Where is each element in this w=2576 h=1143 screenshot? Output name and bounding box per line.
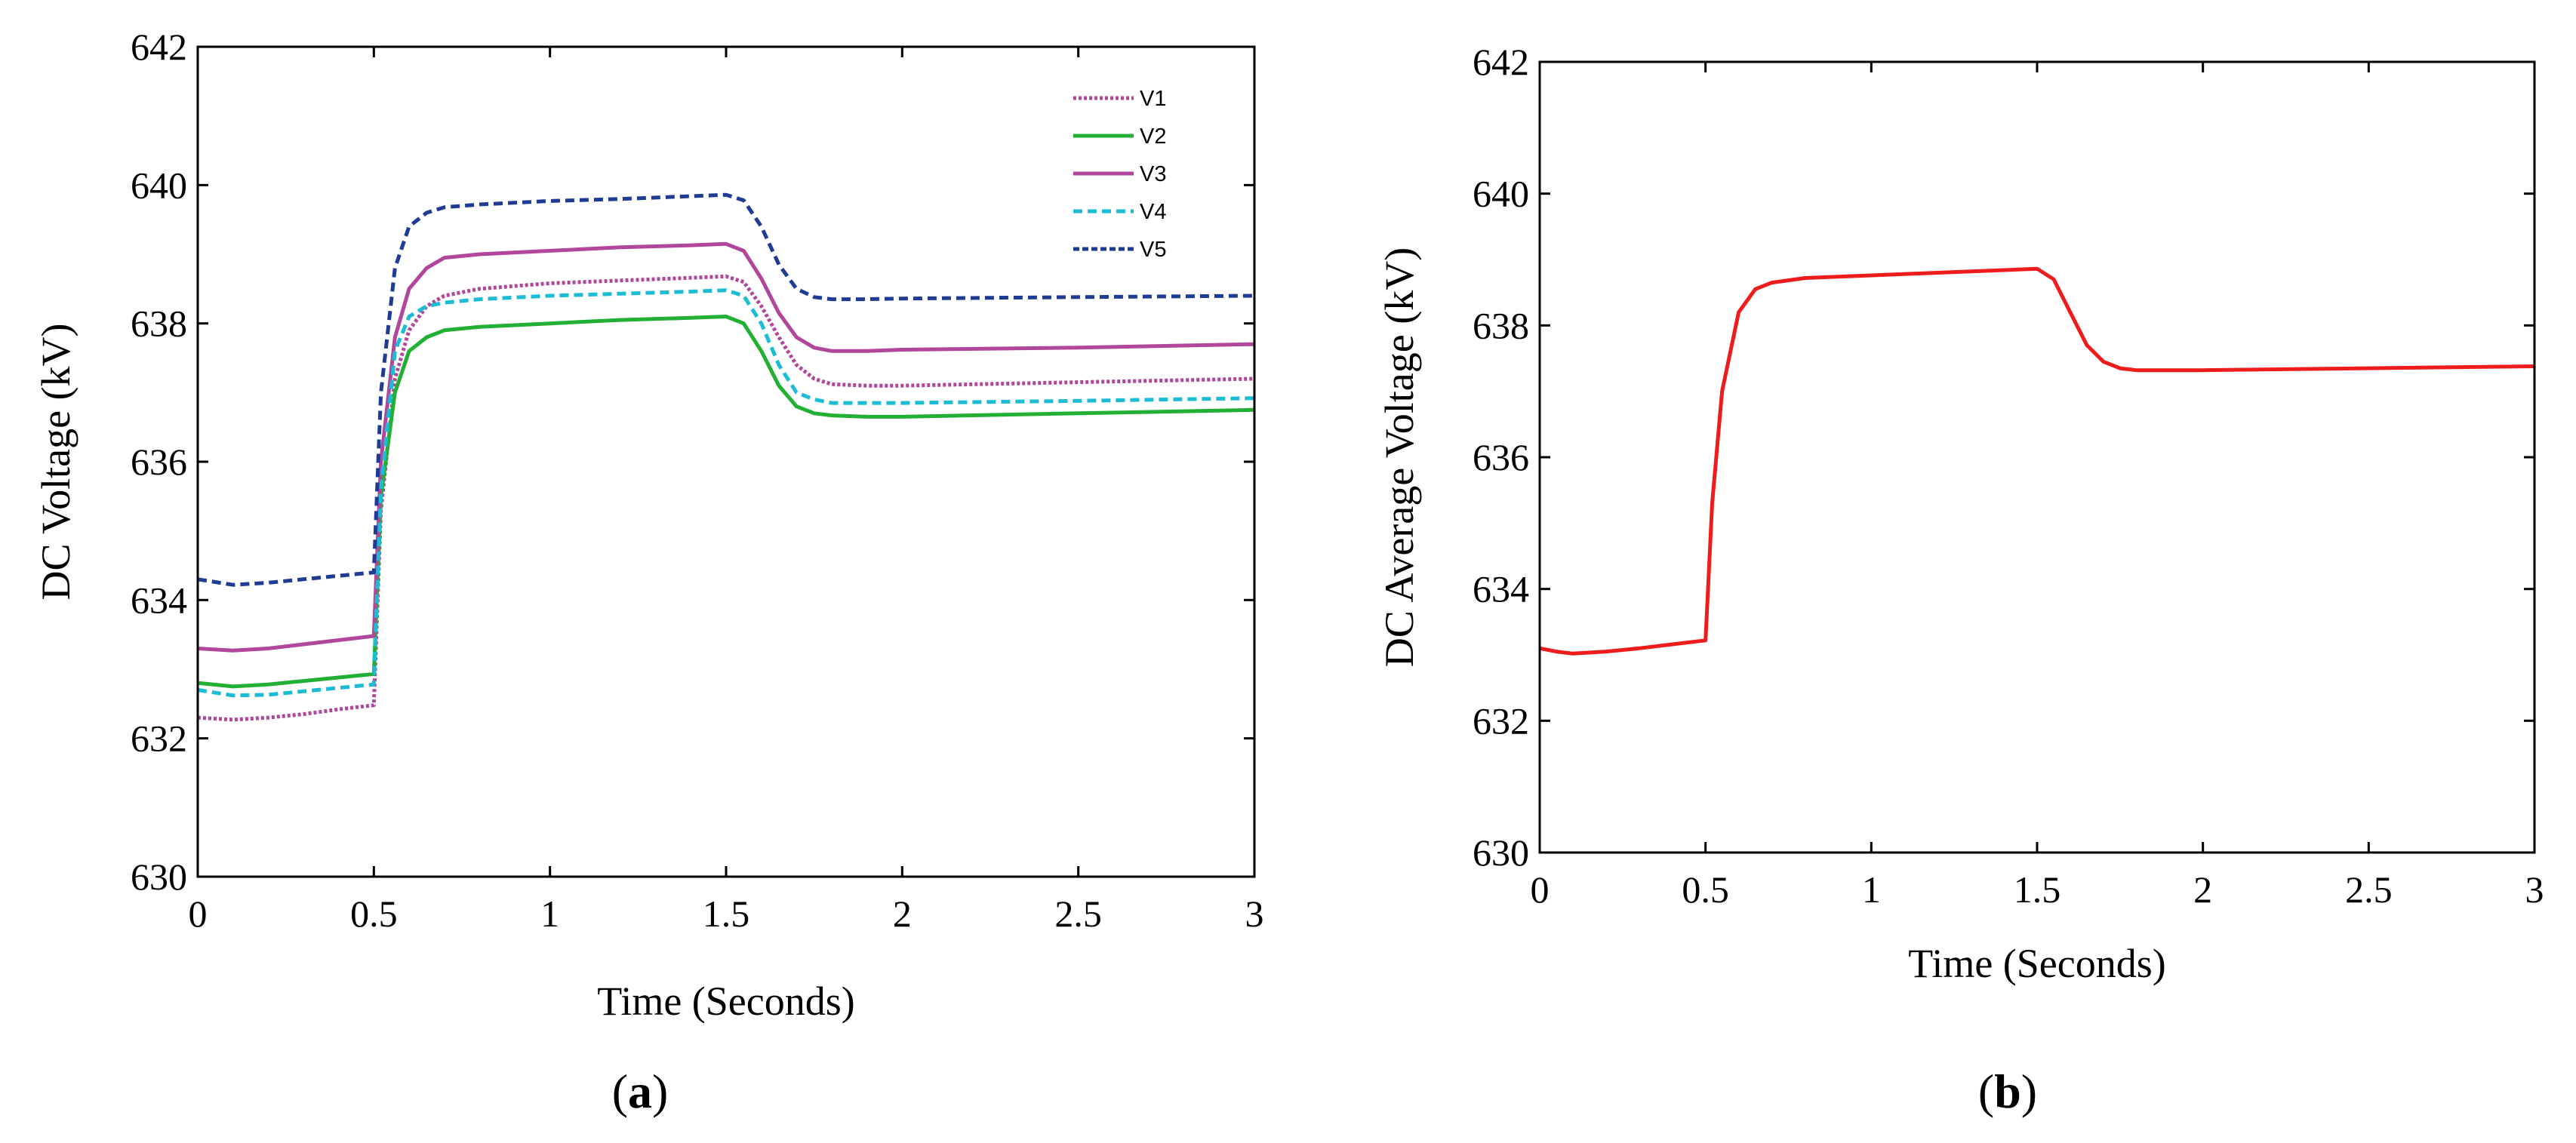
panel-a-xlabel: Time (Seconds) [597,979,855,1024]
panel-a-xticks-group: 0 0.5 1 1.5 2 2.5 3 [189,47,1264,935]
panel-b-xtick-label-6: 3 [2525,868,2544,911]
panel-a-ytick-label-1: 632 [131,717,187,760]
panel-b-caption-letter: b [1994,1065,2021,1118]
legend-v3-label: V3 [1140,162,1166,186]
panel-a-series-v1-line [197,274,1255,722]
panel-b-xtick-label-3: 1.5 [2014,868,2061,911]
panel-a-xtick-label-4: 2 [893,893,912,935]
panel-b-caption-open: ( [1978,1065,1994,1118]
panel-a-ytick-label-3: 636 [131,441,187,483]
panel-b-xtick-label-5: 2.5 [2345,868,2393,911]
panel-b-xtick-label-4: 2 [2193,868,2212,911]
panel-b-caption: (b) [1978,1065,2037,1118]
panel-b-ytick-label-6: 642 [1473,41,1529,83]
panel-a-xtick-label-2: 1 [540,893,559,935]
panel-b-ytick-label-3: 636 [1473,436,1529,478]
panel-a-caption-close: ) [652,1065,668,1118]
panel-b-xticks-group: 0 0.5 1 1.5 2 2.5 3 [1531,62,2544,911]
panel-b-ytick-label-4: 638 [1473,304,1529,346]
panel-b-xlabel: Time (Seconds) [1908,941,2166,986]
panel-b-ytick-label-0: 630 [1473,831,1529,874]
panel-b-yticks-group: 630 632 634 636 638 640 642 [1473,41,2534,874]
panel-a-series-group [197,192,1255,722]
panel-a-caption: (a) [612,1065,669,1118]
panel-a-xtick-label-6: 3 [1245,893,1264,935]
panel-b-ytick-label-1: 632 [1473,699,1529,742]
panel-b-xtick-label-1: 0.5 [1682,868,1729,911]
panel-b-xtick-label-0: 0 [1531,868,1550,911]
legend-v2-label: V2 [1140,124,1166,149]
panel-a-series-v3-line [197,241,1255,653]
panel-a-ytick-label-6: 642 [131,26,187,68]
panel-a-ytick-label-4: 638 [131,303,187,345]
panel-a-ytick-label-0: 630 [131,856,187,898]
panel-a-ytick-label-5: 640 [131,164,187,206]
panel-a-axes-frame [196,45,1256,878]
panel-a-series-v4-line [197,288,1255,698]
legend-v5-label: V5 [1140,238,1166,262]
panel-a: 0 0.5 1 1.5 2 2.5 3 630 632 634 636 638 640 642 V1 V… [33,26,1264,1118]
panel-a-xtick-label-3: 1.5 [703,893,750,935]
panel-b-xtick-label-2: 1 [1862,868,1881,911]
panel-a-series-v5-line [197,192,1255,587]
panel-a-caption-letter: a [628,1065,652,1118]
panel-a-xtick-label-5: 2.5 [1054,893,1102,935]
legend-v4-label: V4 [1140,200,1166,224]
panel-b-axes-frame [1538,60,2536,854]
panel-b-ytick-label-2: 634 [1473,568,1529,610]
panel-a-xtick-label-1: 0.5 [350,893,398,935]
panel-b-caption-close: ) [2021,1065,2037,1118]
panel-a-xtick-label-0: 0 [189,893,208,935]
panel-a-series-v2-line [197,315,1255,689]
panel-b-ylabel: DC Average Voltage (kV) [1377,247,1422,667]
panel-b-series-group [1539,266,2535,656]
panel-b-ytick-label-5: 640 [1473,173,1529,215]
panel-a-yticks-group: 630 632 634 636 638 640 642 [131,26,1254,898]
panel-a-legend: V1 V2 V3 V4 V5 [1073,87,1166,262]
panel-b-series-average-line [1539,266,2535,656]
panel-a-ytick-label-2: 634 [131,579,187,621]
panel-b: 0 0.5 1 1.5 2 2.5 3 630 632 634 636 638 640 642 Time… [1377,41,2544,1118]
panel-a-ylabel: DC Voltage (kV) [33,324,78,601]
legend-v1-label: V1 [1140,87,1166,111]
panel-a-caption-open: ( [612,1065,628,1118]
